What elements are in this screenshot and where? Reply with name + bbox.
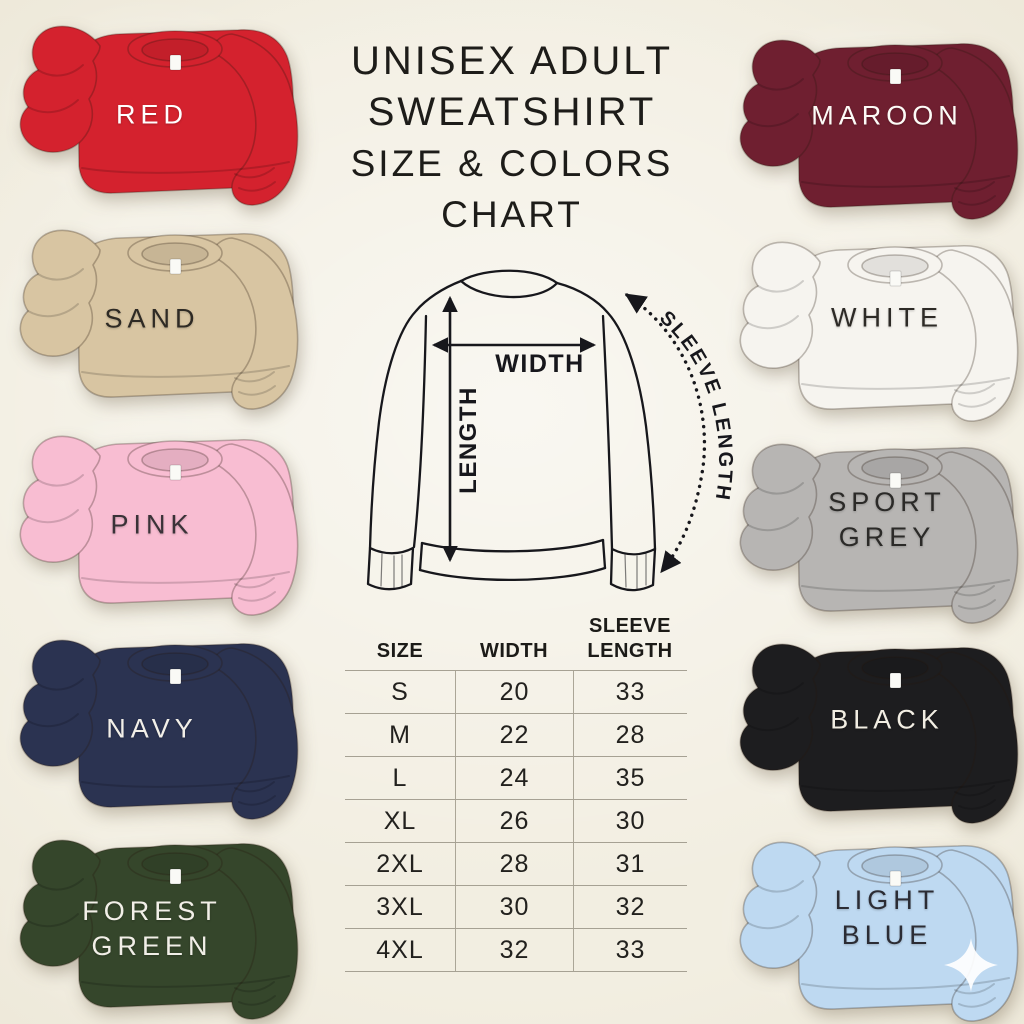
width-arrow-label: WIDTH bbox=[495, 350, 584, 378]
color-label-sand: SAND bbox=[104, 303, 200, 334]
size-table-header: SIZE WIDTH SLEEVE LENGTH bbox=[345, 610, 687, 670]
color-swatch-sport-grey: SPORT GREY bbox=[716, 416, 1024, 633]
color-swatch-maroon: MAROON bbox=[716, 12, 1024, 229]
sweatshirt-outline bbox=[366, 269, 657, 592]
header-size: SIZE bbox=[376, 640, 424, 662]
sleeve-length-arrow-label: SLEEVE LENGTH bbox=[655, 307, 736, 504]
color-swatch-navy: NAVY bbox=[0, 612, 308, 829]
color-swatch-white: WHITE bbox=[716, 214, 1024, 431]
table-row-m: M 22 28 bbox=[345, 713, 687, 756]
header-sleeve-length: SLEEVE LENGTH bbox=[587, 615, 673, 662]
color-swatch-sand: SAND bbox=[0, 202, 308, 419]
page-title: UNISEX ADULT SWEATSHIRT SIZE & COLORS CH… bbox=[262, 36, 762, 240]
color-label-maroon: MAROON bbox=[811, 100, 963, 131]
color-swatch-black: BLACK bbox=[716, 616, 1024, 833]
title-line-1: UNISEX ADULT bbox=[351, 39, 673, 83]
table-row-l: L 24 35 bbox=[345, 756, 687, 799]
color-label-sport-grey: SPORT GREY bbox=[828, 487, 946, 553]
title-line-3: SIZE & COLORS bbox=[350, 143, 674, 184]
size-table: SIZE WIDTH SLEEVE LENGTH S 20 33 M 22 28… bbox=[345, 610, 687, 972]
color-label-navy: NAVY bbox=[106, 713, 198, 744]
color-swatch-pink: PINK bbox=[0, 408, 308, 625]
table-row-2xl: 2XL 28 31 bbox=[345, 842, 687, 885]
title-line-2: SWEATSHIRT bbox=[367, 90, 657, 134]
color-label-red: RED bbox=[115, 99, 188, 130]
color-swatch-forest-green: FOREST GREEN bbox=[0, 812, 308, 1024]
table-row-4xl: 4XL 32 33 bbox=[345, 928, 687, 971]
color-label-pink: PINK bbox=[110, 509, 194, 540]
sparkle-icon bbox=[944, 938, 998, 992]
title-line-4: CHART bbox=[441, 194, 583, 235]
color-swatch-red: RED bbox=[0, 0, 308, 215]
color-swatch-light-blue: LIGHT BLUE bbox=[716, 814, 1024, 1024]
table-row-3xl: 3XL 30 32 bbox=[345, 885, 687, 928]
table-row-xl: XL 26 30 bbox=[345, 799, 687, 842]
length-arrow-label: LENGTH bbox=[455, 386, 482, 494]
color-label-black: BLACK bbox=[830, 704, 944, 735]
table-row-s: S 20 33 bbox=[345, 670, 687, 713]
color-label-forest-green: FOREST GREEN bbox=[82, 895, 222, 961]
color-label-light-blue: LIGHT BLUE bbox=[834, 885, 940, 951]
color-label-white: WHITE bbox=[831, 302, 943, 333]
header-width: WIDTH bbox=[479, 640, 549, 662]
size-table-body: S 20 33 M 22 28 L 24 35 XL 26 30 2XL 28 bbox=[345, 670, 687, 972]
measurement-diagram: WIDTH LENGTH SLEEVE LENGTH bbox=[366, 269, 736, 592]
